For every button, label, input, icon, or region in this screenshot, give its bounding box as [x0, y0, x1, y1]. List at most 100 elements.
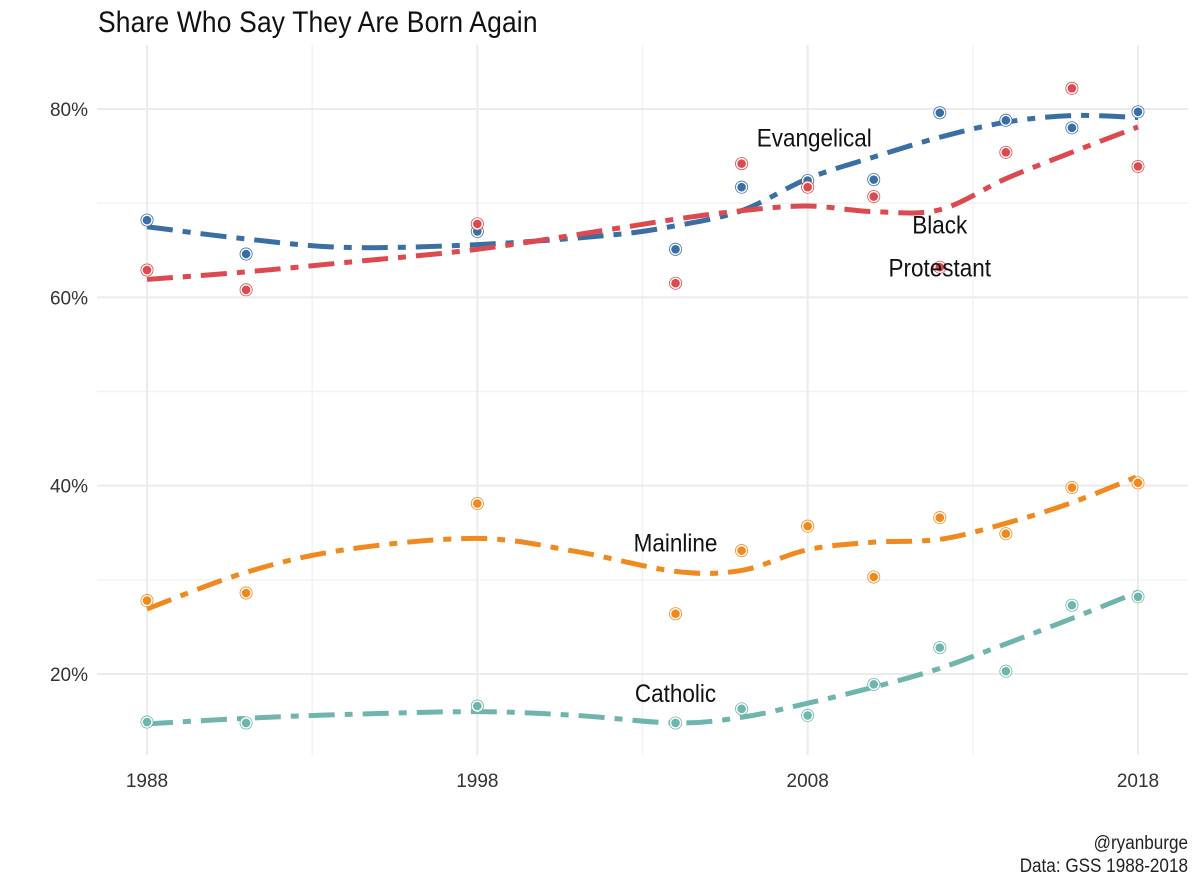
point-core [1068, 124, 1076, 132]
point-halo [868, 678, 880, 691]
point-core [804, 183, 812, 191]
data-point-evangelical [735, 180, 749, 194]
data-point-black-protestant [470, 217, 484, 231]
point-halo [240, 717, 252, 729]
data-point-evangelical [867, 173, 881, 187]
point-halo [1132, 160, 1144, 173]
x-tick-label: 1988 [126, 771, 168, 792]
point-halo [240, 248, 252, 260]
point-core [1002, 530, 1010, 538]
point-halo [934, 511, 946, 524]
point-halo [669, 717, 682, 729]
data-point-black-protestant [867, 190, 881, 204]
point-core [143, 596, 151, 605]
series-label-black: Black [912, 211, 967, 239]
point-halo [934, 641, 946, 654]
point-core [1068, 601, 1076, 609]
point-halo [141, 594, 153, 607]
point-core [1002, 148, 1010, 156]
caption: @ryanburge Data: GSS 1988-2018 [1020, 832, 1188, 878]
point-core [870, 573, 878, 581]
series-label-catholic: Catholic [635, 680, 716, 708]
point-halo [735, 181, 748, 193]
data-point-black-protestant [735, 157, 749, 171]
data-point-black-protestant [669, 276, 683, 290]
point-halo [1066, 122, 1078, 134]
point-core [738, 160, 746, 168]
point-halo [801, 709, 814, 722]
data-point-evangelical [999, 113, 1013, 127]
point-core [936, 514, 944, 522]
point-core [738, 183, 746, 191]
point-core [671, 245, 680, 253]
point-halo [471, 218, 484, 230]
point-core [870, 680, 878, 688]
data-point-black-protestant [933, 260, 947, 274]
point-core [738, 705, 746, 713]
data-point-mainline [867, 570, 881, 584]
y-tick-label: 20% [50, 665, 88, 686]
point-halo [1066, 599, 1078, 611]
trend-line-mainline [146, 473, 1139, 612]
point-halo [1000, 114, 1012, 127]
point-halo [1132, 591, 1144, 603]
point-halo [240, 587, 252, 599]
point-core [870, 192, 878, 201]
point-core [1134, 108, 1142, 116]
point-halo [1000, 665, 1012, 677]
grid [97, 45, 1188, 755]
data-point-catholic [470, 699, 484, 713]
point-core [1002, 667, 1010, 675]
x-tick-label: 2018 [1117, 771, 1159, 792]
data-point-mainline [239, 586, 253, 600]
point-core [671, 610, 680, 618]
point-halo [1132, 106, 1144, 118]
point-core [1068, 483, 1076, 492]
data-point-catholic [1131, 590, 1145, 604]
point-halo [141, 214, 153, 226]
point-core [1068, 84, 1076, 92]
point-halo [1066, 481, 1078, 494]
point-core [473, 220, 481, 228]
point-core [242, 286, 250, 294]
point-halo [669, 608, 682, 620]
data-point-catholic [735, 702, 749, 716]
annotations: Evangelical Black Protestant Mainline Cathol… [634, 125, 992, 709]
data-point-black-protestant [801, 180, 815, 194]
point-core [936, 109, 944, 117]
data-point-mainline [1065, 481, 1079, 495]
y-tick-label: 40% [50, 477, 88, 498]
point-halo [1132, 477, 1144, 489]
point-halo [735, 544, 748, 557]
point-core [936, 263, 944, 271]
trend-line-black-protestant [146, 124, 1139, 282]
point-core [671, 719, 680, 727]
data-point-black-protestant [239, 283, 253, 297]
point-halo [735, 703, 748, 715]
point-halo [934, 107, 946, 119]
point-halo [868, 173, 880, 186]
data-point-evangelical [669, 242, 683, 256]
point-halo [1066, 82, 1078, 94]
data-point-evangelical [1065, 121, 1079, 135]
point-core [1134, 593, 1142, 601]
data-point-evangelical [933, 106, 947, 120]
series-label-evangelical: Evangelical [757, 125, 872, 153]
point-core [242, 250, 250, 258]
data-point-mainline [669, 607, 683, 621]
point-core [936, 644, 944, 652]
x-tick-label: 1998 [456, 771, 498, 792]
caption-handle: @ryanburge [1093, 833, 1188, 854]
data-point-mainline [999, 527, 1013, 541]
data-point-mainline [1131, 476, 1145, 490]
data-point-catholic [669, 716, 683, 730]
point-core [143, 718, 151, 726]
point-halo [471, 497, 484, 510]
data-point-evangelical [1131, 105, 1145, 119]
y-tick-label: 60% [50, 288, 88, 309]
point-halo [735, 157, 748, 170]
x-tick-label: 2008 [787, 771, 829, 792]
data-point-mainline [470, 497, 484, 511]
point-core [242, 719, 250, 727]
data-point-mainline [933, 511, 947, 525]
